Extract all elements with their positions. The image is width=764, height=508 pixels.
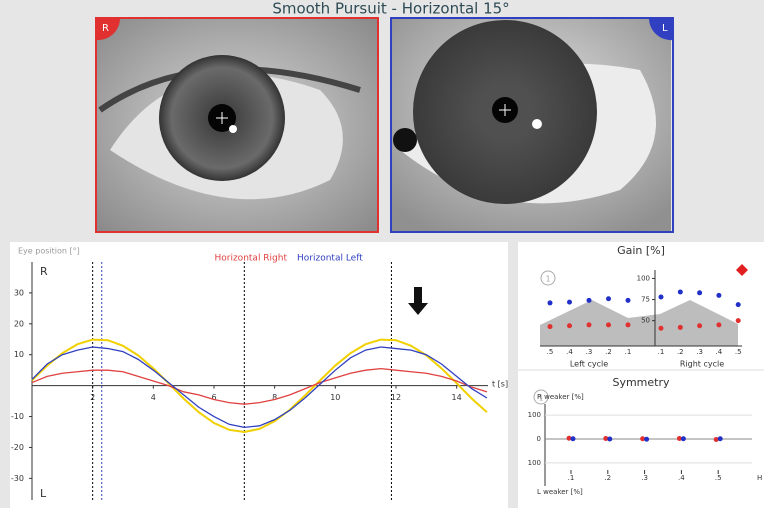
x-tick-label: 8 xyxy=(272,393,277,402)
symmetry-point xyxy=(603,436,609,442)
x-tick-label: 4 xyxy=(151,393,156,402)
gain-point xyxy=(658,294,664,300)
y-tick-label: 20 xyxy=(14,319,24,328)
series-line xyxy=(31,338,488,434)
badge-icon xyxy=(533,389,549,405)
gain-point xyxy=(697,290,703,296)
y-tick-label: 75 xyxy=(641,296,650,304)
y-tick-label: 100 xyxy=(637,274,650,282)
gain-symmetry-panel xyxy=(518,242,764,508)
x-tick-label: .4 xyxy=(678,474,685,482)
gain-point xyxy=(586,297,592,303)
symmetry-point xyxy=(607,436,613,442)
y-tick-label: 10 xyxy=(14,350,24,359)
y-axis-label: Eye position [°] xyxy=(18,247,80,256)
x-tick-label: .5 xyxy=(715,474,722,482)
symmetry-point xyxy=(644,436,650,442)
legend-entry: Horizontal Right xyxy=(214,254,287,264)
gain-point xyxy=(735,318,741,324)
left-badge: L xyxy=(662,23,668,34)
gain-badge: 1 xyxy=(545,275,550,284)
x-tick-label: .1 xyxy=(658,348,665,356)
x-axis-label: t [s] xyxy=(492,380,508,389)
symmetry-title: Symmetry xyxy=(612,376,670,389)
page-title: Smooth Pursuit - Horizontal 15° xyxy=(272,0,509,18)
warning-diamond xyxy=(736,264,748,276)
left-eye-frame xyxy=(390,17,674,233)
x-tick-label: .4 xyxy=(566,348,573,356)
gain-point xyxy=(716,322,722,328)
y-tick-label: -10 xyxy=(11,412,24,421)
symmetry-x-label: H xyxy=(757,474,762,482)
symmetry-point xyxy=(713,436,719,442)
gain-title: Gain [%] xyxy=(617,244,665,257)
right-eye-frame xyxy=(95,17,379,233)
symmetry-point xyxy=(566,435,572,441)
symmetry-point xyxy=(570,436,576,442)
gain-point xyxy=(586,322,592,328)
top-label: R xyxy=(40,265,48,278)
symmetry-badge: 1 xyxy=(538,394,543,403)
x-tick-label: .4 xyxy=(716,348,723,356)
x-tick-label: 2 xyxy=(90,393,95,402)
gain-point xyxy=(677,289,683,295)
gain-point xyxy=(735,302,741,308)
gain-point xyxy=(697,323,703,329)
y-tick-label: 50 xyxy=(641,317,650,325)
x-tick-label: 10 xyxy=(330,393,340,402)
right-eye-image xyxy=(97,19,377,231)
x-tick-label: .3 xyxy=(696,348,703,356)
y-tick-label: 100 xyxy=(528,411,541,419)
gain-point xyxy=(547,300,553,306)
bottom-label: L xyxy=(40,487,47,500)
y-tick-label: -20 xyxy=(11,443,24,452)
gain-point xyxy=(606,296,611,302)
right-badge-bg xyxy=(96,18,121,41)
gain-point xyxy=(606,322,611,328)
symmetry-point xyxy=(640,436,646,442)
x-tick-label: 12 xyxy=(391,393,401,402)
left-badge-bg xyxy=(648,18,673,41)
x-tick-label: 14 xyxy=(452,393,462,402)
x-tick-label: 6 xyxy=(211,393,216,402)
y-tick-label: 30 xyxy=(14,288,24,297)
series-line xyxy=(31,346,488,429)
symmetry-point xyxy=(676,436,682,442)
x-tick-label: .3 xyxy=(586,348,593,356)
y-tick-label: 100 xyxy=(528,459,541,467)
gain-point xyxy=(625,297,631,303)
gain-point xyxy=(625,322,631,328)
left-cycle-label: Left cycle xyxy=(570,360,608,369)
left-eye-image xyxy=(392,19,671,231)
arrow-icon xyxy=(408,287,428,315)
normal-range xyxy=(540,300,738,346)
legend-entry: Horizontal Left xyxy=(297,254,363,264)
gain-point xyxy=(567,299,572,305)
gain-point xyxy=(716,292,722,298)
x-tick-label: .2 xyxy=(677,348,684,356)
x-tick-label: .5 xyxy=(547,348,554,356)
symmetry-point xyxy=(717,436,723,442)
x-tick-label: .1 xyxy=(568,474,575,482)
x-tick-label: .5 xyxy=(735,348,742,356)
symmetry-point xyxy=(680,436,686,442)
x-tick-label: .2 xyxy=(605,348,612,356)
gain-point xyxy=(677,324,683,330)
y-tick-label: 0 xyxy=(537,435,541,443)
right-cycle-label: Right cycle xyxy=(680,360,724,369)
r-weaker-label: R weaker [%] xyxy=(537,393,584,401)
gain-point xyxy=(547,324,553,330)
x-tick-label: .3 xyxy=(641,474,648,482)
x-tick-label: .1 xyxy=(625,348,632,356)
l-weaker-label: L weaker [%] xyxy=(537,488,583,496)
badge-icon xyxy=(540,270,556,286)
gain-point xyxy=(567,323,572,329)
y-tick-label: -30 xyxy=(11,474,24,483)
series-line xyxy=(31,367,488,405)
x-tick-label: .2 xyxy=(604,474,611,482)
right-badge: R xyxy=(102,23,109,34)
gain-point xyxy=(658,325,664,331)
